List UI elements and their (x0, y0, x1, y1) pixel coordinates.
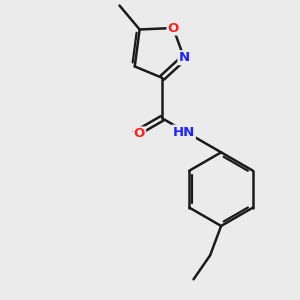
Text: O: O (134, 128, 145, 140)
Text: N: N (178, 51, 190, 64)
Text: O: O (168, 22, 179, 34)
Text: HN: HN (172, 126, 195, 139)
